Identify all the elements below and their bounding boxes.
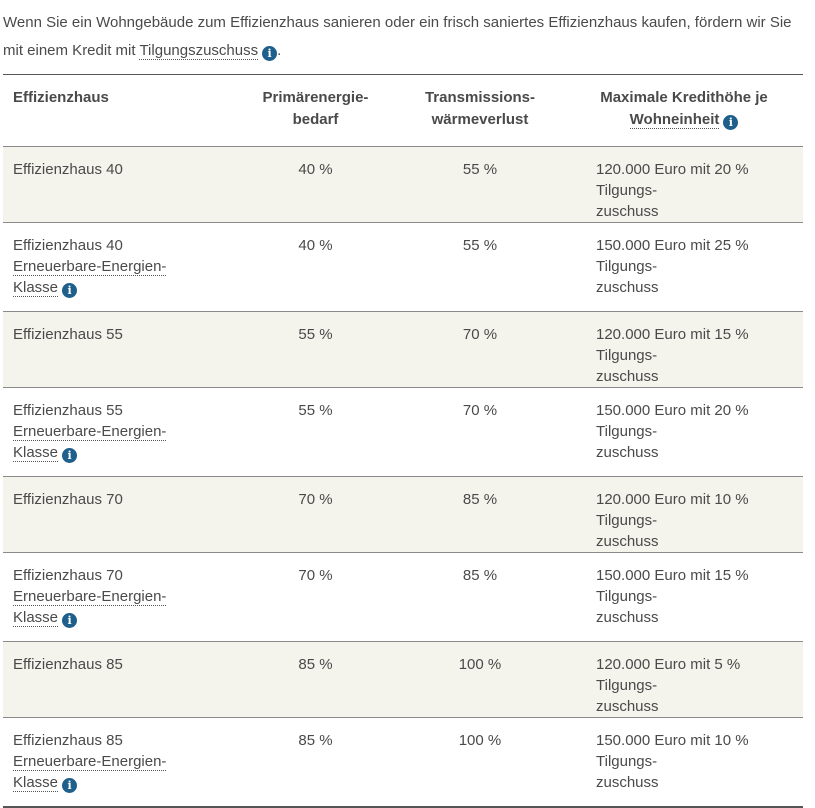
cell-primaerenergie: 70 % [298,491,333,508]
ee-klasse-link[interactable]: Klasse [13,444,59,462]
ee-klasse-link[interactable]: Klasse [13,774,59,792]
header-effizienzhaus: Effizienzhaus [13,89,109,106]
ee-klasse-link[interactable]: Erneuerbare-Energien- [13,423,167,441]
cell-kredit: 150.000 Euro mit 15 % Tilgungs-zuschuss [596,567,749,626]
header-max-kredithoehe: Maximale Kredithöhe je Wohneinheit i [600,89,768,130]
wohneinheit-link[interactable]: Wohneinheit [629,111,720,129]
cell-primaerenergie: 70 % [298,567,333,584]
table-row: Effizienzhaus 70 70 % 85 % 120.000 Euro … [3,476,803,553]
cell-transmission: 70 % [462,402,498,419]
info-icon[interactable]: i [262,46,278,61]
info-icon[interactable]: i [62,283,78,298]
cell-effizienzhaus: Effizienzhaus 70 [13,491,123,508]
table-row: Effizienzhaus 85 Erneuerbare-Energien- K… [3,717,803,807]
cell-kredit: 120.000 Euro mit 5 % Tilgungs-zuschuss [596,656,741,715]
table-row: Effizienzhaus 85 85 % 100 % 120.000 Euro… [3,641,803,718]
ee-klasse-link[interactable]: Erneuerbare-Energien- [13,753,167,771]
cell-primaerenergie: 40 % [298,237,333,254]
table-row: Effizienzhaus 55 Erneuerbare-Energien- K… [3,387,803,477]
ee-klasse-link[interactable]: Erneuerbare-Energien- [13,588,167,606]
cell-effizienzhaus: Effizienzhaus 40 [13,161,123,178]
cell-primaerenergie: 85 % [298,656,333,673]
intro-paragraph: Wenn Sie ein Wohngebäude zum Effizienzha… [3,9,803,65]
table-header-row: Effizienzhaus Primärenergie- bedarf Tran… [3,74,803,147]
efficiency-table: Effizienzhaus Primärenergie- bedarf Tran… [3,74,803,808]
cell-kredit: 120.000 Euro mit 15 % Tilgungs-zuschuss [596,326,749,385]
cell-effizienzhaus: Effizienzhaus 55 [13,326,123,343]
cell-primaerenergie: 40 % [298,161,333,178]
cell-primaerenergie: 55 % [298,326,333,343]
cell-transmission: 85 % [462,567,498,584]
cell-effizienzhaus: Effizienzhaus 85 Erneuerbare-Energien- K… [13,732,167,793]
info-icon[interactable]: i [62,448,78,463]
cell-effizienzhaus: Effizienzhaus 55 Erneuerbare-Energien- K… [13,402,167,463]
cell-primaerenergie: 85 % [298,732,333,749]
cell-transmission: 55 % [462,161,498,178]
cell-transmission: 85 % [462,491,498,508]
tilgungszuschuss-link[interactable]: Tilgungszuschuss [139,42,259,60]
table-row: Effizienzhaus 40 Erneuerbare-Energien- K… [3,222,803,312]
info-icon[interactable]: i [723,115,739,130]
info-icon[interactable]: i [62,778,78,793]
cell-transmission: 100 % [458,656,502,673]
header-transmissionswaermeverlust: Transmissions- wärmeverlust [424,89,536,128]
ee-klasse-link[interactable]: Erneuerbare-Energien- [13,258,167,276]
cell-kredit: 150.000 Euro mit 20 % Tilgungs-zuschuss [596,402,749,461]
cell-transmission: 55 % [462,237,498,254]
table-row: Effizienzhaus 55 55 % 70 % 120.000 Euro … [3,311,803,388]
cell-effizienzhaus: Effizienzhaus 40 Erneuerbare-Energien- K… [13,237,167,298]
info-icon[interactable]: i [62,613,78,628]
cell-effizienzhaus: Effizienzhaus 85 [13,656,123,673]
ee-klasse-link[interactable]: Klasse [13,279,59,297]
cell-transmission: 100 % [458,732,502,749]
table-row: Effizienzhaus 40 40 % 55 % 120.000 Euro … [3,146,803,223]
table-row: Effizienzhaus 70 Erneuerbare-Energien- K… [3,552,803,642]
intro-text-end: . [277,42,282,59]
cell-kredit: 150.000 Euro mit 10 % Tilgungs-zuschuss [596,732,749,791]
cell-kredit: 150.000 Euro mit 25 % Tilgungs-zuschuss [596,237,749,296]
cell-transmission: 70 % [462,326,498,343]
cell-primaerenergie: 55 % [298,402,333,419]
header-primaerenergiebedarf: Primärenergie- bedarf [262,89,369,128]
intro-text: Wenn Sie ein Wohngebäude zum Effizienzha… [3,14,792,59]
cell-kredit: 120.000 Euro mit 20 % Tilgungs-zuschuss [596,161,749,220]
ee-klasse-link[interactable]: Klasse [13,609,59,627]
cell-effizienzhaus: Effizienzhaus 70 Erneuerbare-Energien- K… [13,567,167,628]
cell-kredit: 120.000 Euro mit 10 % Tilgungs-zuschuss [596,491,749,550]
